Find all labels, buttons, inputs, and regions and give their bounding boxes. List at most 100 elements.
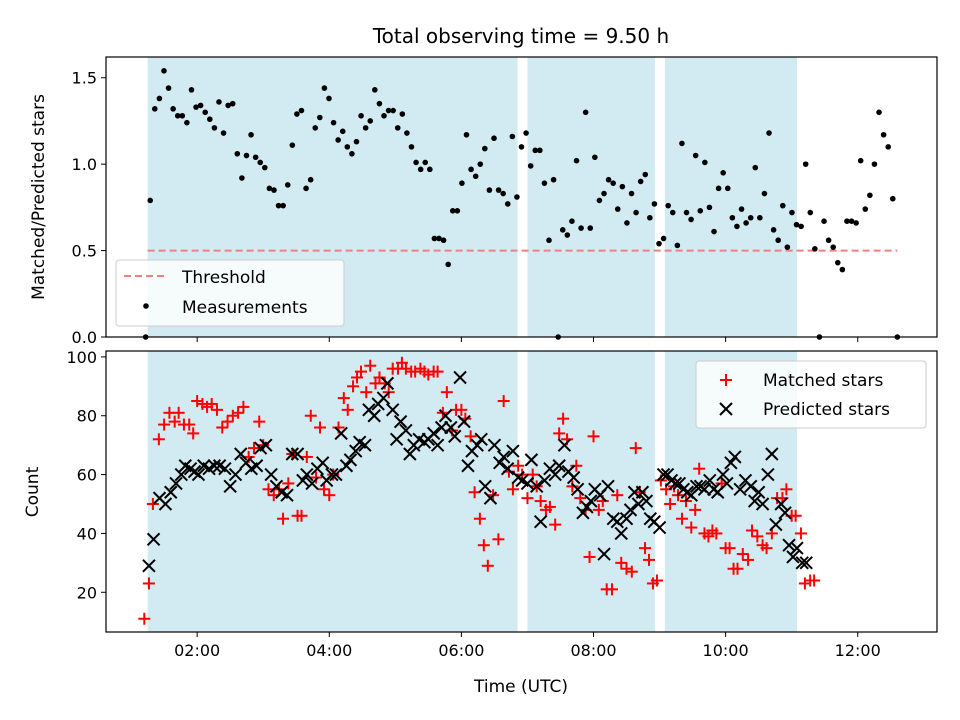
predicted-point — [228, 467, 243, 482]
predicted-point — [343, 453, 358, 467]
predicted-point — [487, 438, 502, 452]
measurement-point — [779, 202, 786, 209]
predicted-point — [778, 506, 792, 520]
matched-point — [620, 562, 633, 575]
predicted-point — [597, 547, 611, 561]
observing-window-1 — [147, 351, 518, 632]
measurement-point — [275, 202, 282, 209]
measurement-point — [385, 107, 392, 114]
matched-point — [794, 527, 807, 540]
matched-point — [492, 533, 505, 546]
predicted-point — [339, 459, 354, 473]
measurement-point — [734, 223, 740, 230]
measurement-point — [431, 235, 438, 242]
matched-point — [317, 483, 330, 496]
matched-point — [300, 450, 313, 463]
measurement-point — [651, 201, 658, 207]
matched-point — [605, 583, 618, 596]
predicted-point — [325, 467, 339, 482]
measurement-point — [857, 157, 864, 164]
predicted-point — [399, 423, 413, 438]
counts-ylabel: Count — [23, 466, 43, 517]
matched-point — [650, 574, 663, 587]
measurement-point — [477, 161, 484, 167]
predicted-point — [755, 497, 770, 511]
measurement-point — [147, 197, 154, 204]
predicted-point — [652, 520, 667, 535]
measurement-point — [825, 237, 832, 244]
measurement-point — [381, 112, 387, 119]
matched-point — [191, 395, 204, 408]
measurement-point — [821, 218, 827, 224]
measurement-point — [207, 116, 213, 123]
measurement-point — [408, 144, 415, 150]
matched-point — [373, 371, 386, 384]
matched-point — [723, 542, 736, 555]
measurement-point — [711, 228, 717, 235]
measurement-point — [413, 159, 419, 166]
predicted-point — [623, 503, 638, 517]
predicted-point — [483, 491, 498, 505]
matched-point — [295, 509, 308, 522]
matched-point — [611, 489, 624, 502]
measurement-point — [683, 209, 690, 216]
measurement-point — [491, 135, 497, 142]
predicted-point — [689, 479, 704, 494]
measurement-point — [422, 159, 429, 166]
measurement-point — [839, 266, 846, 273]
measurement-point — [307, 176, 314, 183]
ratio-panel: 0.0 0.5 1.0 1.5 Matched/Predicted stars Thr… — [29, 56, 938, 347]
matched-point — [237, 400, 250, 413]
predicted-point — [385, 403, 400, 417]
measurement-point — [770, 227, 777, 233]
measurement-point — [234, 150, 241, 157]
matched-point — [168, 415, 181, 428]
matched-point — [142, 577, 155, 590]
measurement-point — [633, 209, 639, 216]
measurement-point — [747, 214, 754, 221]
matched-point — [282, 477, 295, 490]
measurement-point — [867, 192, 873, 199]
measurement-point — [559, 227, 566, 233]
measurement-point — [454, 208, 461, 214]
measurement-point — [500, 190, 506, 197]
measurement-point — [844, 218, 850, 224]
measurement-point — [665, 202, 671, 209]
observing-window-2 — [527, 57, 655, 337]
predicted-point — [234, 447, 248, 461]
measurement-point — [495, 187, 502, 193]
measurement-point — [394, 125, 401, 131]
plot-frame — [105, 350, 938, 633]
matched-point — [689, 503, 702, 516]
x-tick-label: 08:00 — [570, 641, 616, 660]
matched-point — [341, 403, 354, 416]
matched-point — [808, 574, 821, 587]
predicted-point — [584, 494, 598, 508]
measurement-point — [344, 144, 351, 150]
predicted-point — [614, 526, 628, 541]
counts-legend: Matched stars Predicted stars — [695, 360, 927, 429]
measurement-point — [262, 164, 268, 171]
matched-point — [232, 406, 245, 419]
measurement-point — [445, 261, 451, 268]
measurement-point — [312, 125, 319, 131]
matched-point — [216, 421, 229, 434]
matched-point — [506, 483, 519, 496]
measurement-point — [789, 209, 795, 216]
matched-point — [210, 403, 223, 416]
predicted-point — [300, 467, 314, 482]
predicted-point — [367, 409, 381, 423]
measurement-point — [271, 187, 277, 193]
measurement-point — [298, 107, 305, 114]
matched-point — [431, 365, 444, 378]
predicted-point — [769, 517, 783, 532]
predicted-point — [296, 473, 310, 488]
matched-point — [226, 409, 239, 422]
y-tick-label: 100 — [66, 348, 97, 367]
measurement-point — [367, 118, 374, 124]
measurement-point — [637, 178, 644, 185]
predicted-point — [438, 409, 453, 423]
predicted-point — [461, 459, 475, 473]
predicted-point — [249, 459, 264, 473]
matched-point — [304, 409, 317, 422]
